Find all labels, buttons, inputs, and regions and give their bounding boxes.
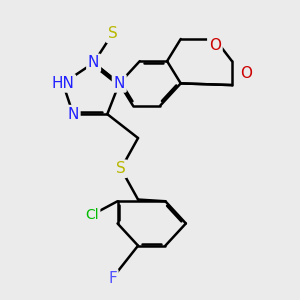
Text: N: N — [68, 106, 79, 122]
Text: N: N — [114, 76, 125, 91]
Text: Cl: Cl — [85, 208, 99, 222]
Text: N: N — [88, 56, 99, 70]
Text: O: O — [209, 38, 221, 53]
Text: F: F — [108, 271, 117, 286]
Text: S: S — [116, 161, 126, 176]
Text: S: S — [107, 26, 117, 41]
Text: HN: HN — [51, 76, 74, 91]
Text: O: O — [240, 66, 252, 81]
